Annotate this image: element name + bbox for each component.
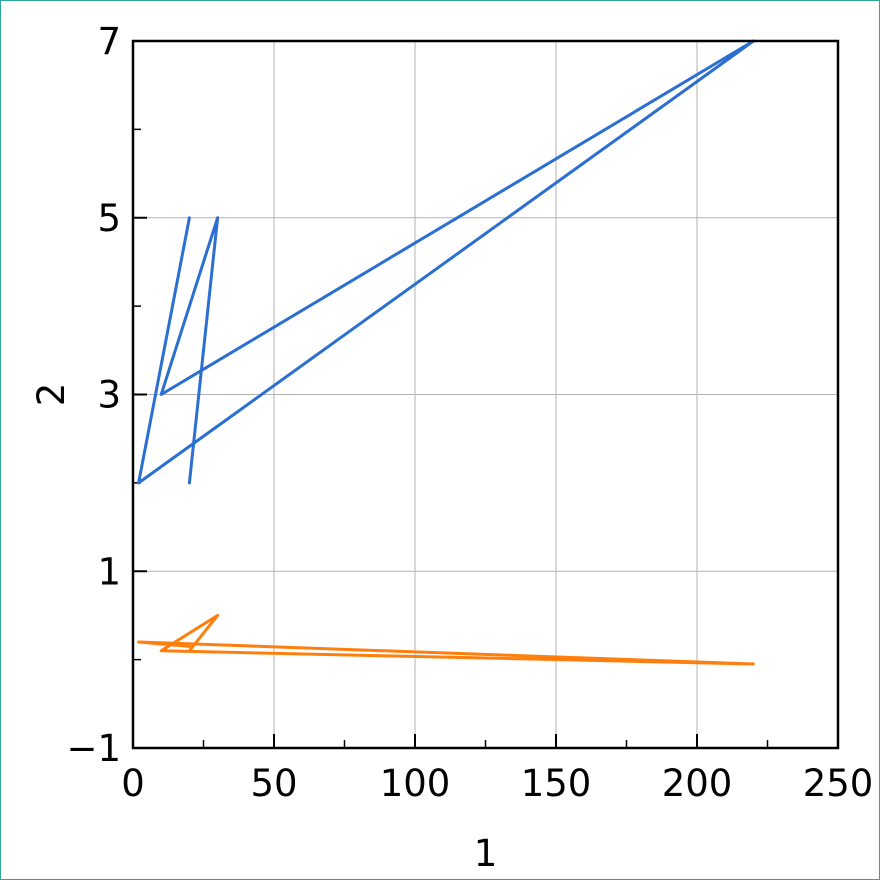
y-axis-title: 2 bbox=[30, 383, 73, 407]
series-layer bbox=[137, 39, 755, 666]
grid-lines bbox=[133, 41, 838, 748]
x-tick-label: 100 bbox=[380, 762, 451, 805]
tick-labels: 0 50 100 150 200 250 −1 1 3 5 7 bbox=[66, 20, 873, 805]
y-tick-label: 3 bbox=[97, 374, 121, 417]
x-tick-label: 50 bbox=[250, 762, 297, 805]
y-tick-label: 5 bbox=[97, 197, 121, 240]
x-tick-label: 200 bbox=[662, 762, 733, 805]
x-tick-label: 150 bbox=[521, 762, 592, 805]
series-line-2 bbox=[137, 613, 755, 666]
x-tick-label: 250 bbox=[803, 762, 874, 805]
x-axis-title: 1 bbox=[474, 832, 498, 875]
y-tick-label: 7 bbox=[97, 20, 121, 63]
y-tick-label: −1 bbox=[66, 727, 121, 770]
plot-area-border bbox=[131, 39, 840, 750]
x-tick-label: 0 bbox=[121, 762, 145, 805]
y-tick-label: 1 bbox=[97, 550, 121, 593]
series-line-1 bbox=[137, 39, 755, 485]
